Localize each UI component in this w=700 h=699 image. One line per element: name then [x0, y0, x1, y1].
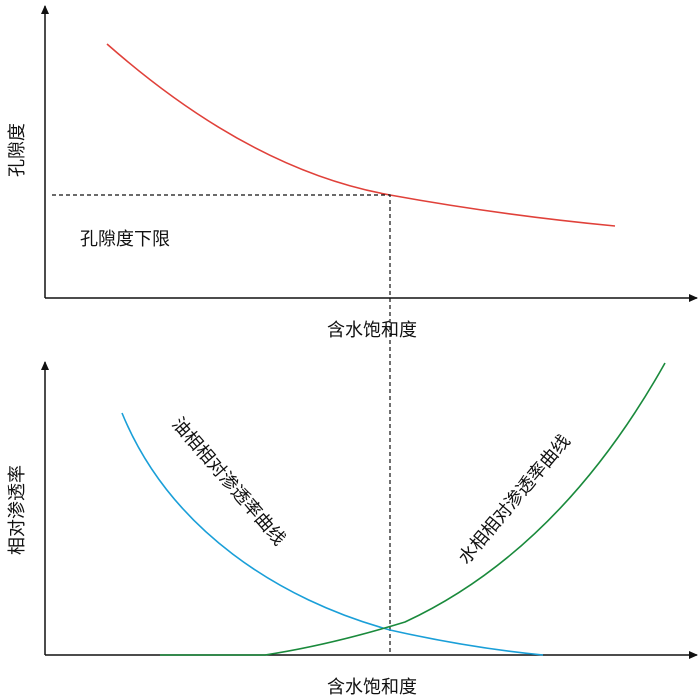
y-label: 孔隙度 [7, 123, 28, 177]
y-label: 相对渗透率 [7, 465, 28, 555]
annotation: 孔隙度下限 [80, 229, 170, 250]
water-curve [160, 362, 666, 656]
x-label: 含水饱和度 [327, 677, 417, 698]
oil-curve [121, 412, 544, 656]
porosity-curve [106, 43, 616, 227]
x-label: 含水饱和度 [327, 320, 417, 341]
water-curve-label: 水相相对渗透率曲线 [455, 431, 575, 569]
oil-curve-label: 油相相对渗透率曲线 [167, 414, 289, 550]
cutoff-line [52, 194, 391, 655]
